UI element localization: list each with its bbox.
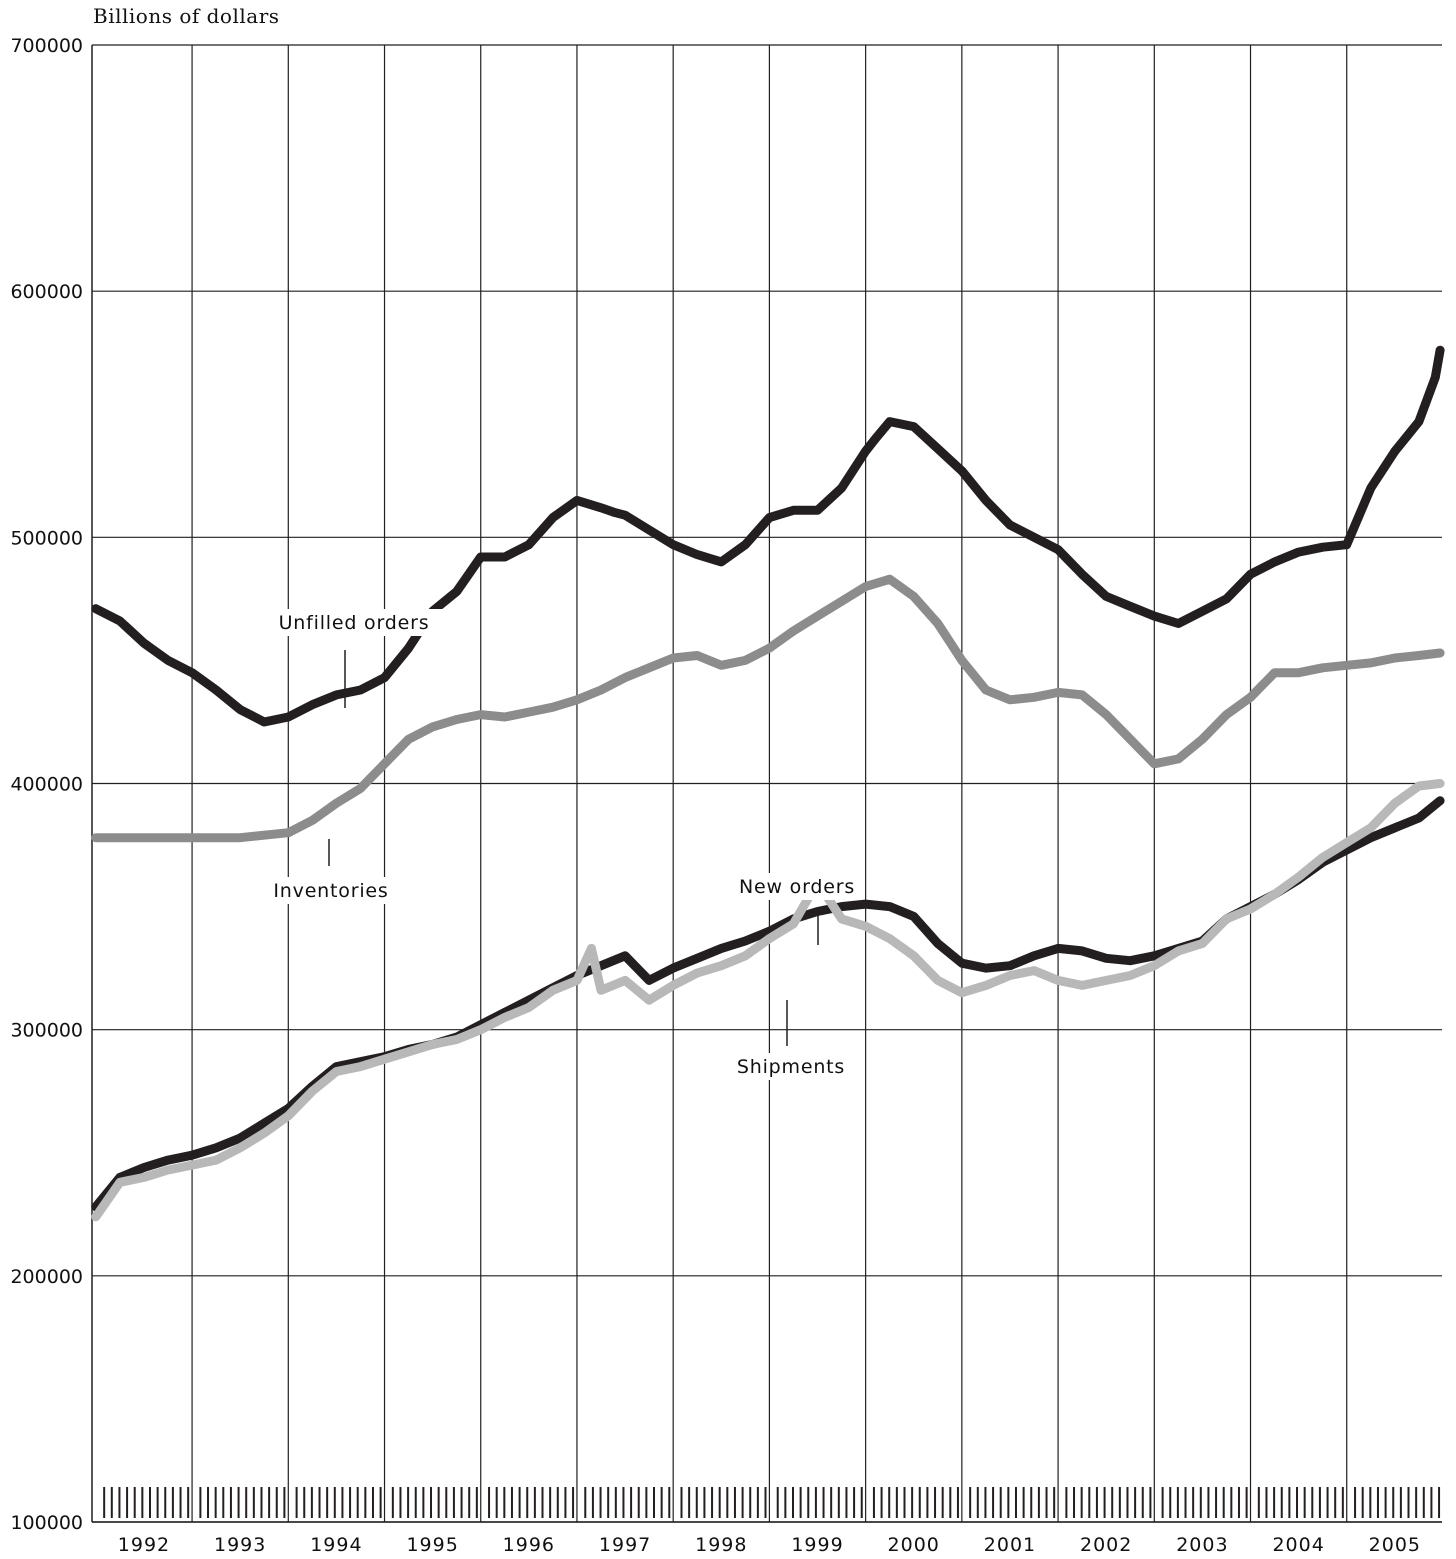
x-tick-label: 2005 [1369, 1534, 1421, 1556]
annotation-new-orders: New orders [739, 876, 855, 898]
gridlines [91, 44, 1442, 1523]
x-tick-label: 1992 [118, 1534, 170, 1556]
x-tick-label: 1993 [214, 1534, 266, 1556]
x-tick-label: 1999 [791, 1534, 843, 1556]
series-line-new-orders [91, 796, 1445, 1212]
y-tick-label: 200000 [10, 1266, 83, 1288]
series-line-shipments [91, 779, 1445, 1222]
x-tick-label: 1994 [310, 1534, 362, 1556]
y-tick-label: 100000 [10, 1512, 83, 1534]
y-tick-label: 500000 [10, 527, 83, 549]
annotation-shipments: Shipments [737, 1056, 845, 1078]
x-tick-label: 1998 [695, 1534, 747, 1556]
x-tick-label: 2001 [984, 1534, 1036, 1556]
annotation-background [262, 609, 446, 636]
y-tick-label: 400000 [10, 774, 83, 796]
annotation-background [732, 1053, 850, 1080]
y-tick-label: 300000 [10, 1020, 83, 1042]
x-tick-label: 2004 [1272, 1534, 1324, 1556]
x-axis-tick-labels: 1992 1993 1994 1995 1996 1997 1998 1999 2000 2001… [118, 1534, 1421, 1556]
y-tick-label: 600000 [10, 281, 83, 303]
x-tick-label: 1996 [503, 1534, 555, 1556]
x-tick-label: 2002 [1080, 1534, 1132, 1556]
x-tick-label: 2000 [888, 1534, 940, 1556]
annotation-unfilled-orders: Unfilled orders [279, 612, 430, 634]
y-axis-tick-labels: 100000 200000 300000 400000 500000 600000 7000… [10, 35, 83, 1534]
series-annotations: Unfilled orders Inventories New orders Ship… [261, 609, 861, 1080]
annotation-inventories: Inventories [273, 880, 388, 902]
x-tick-label: 1997 [599, 1534, 651, 1556]
series-lines [91, 345, 1445, 1222]
series-line-inventories [91, 574, 1445, 843]
annotation-background [733, 873, 861, 900]
y-axis-title: Billions of dollars [93, 4, 280, 28]
month-tick-marks [103, 1487, 1441, 1518]
x-tick-label: 2003 [1176, 1534, 1228, 1556]
series-line-unfilled-orders [91, 345, 1445, 727]
y-tick-label: 700000 [10, 35, 83, 57]
annotation-background [261, 877, 401, 904]
x-tick-label: 1995 [406, 1534, 458, 1556]
